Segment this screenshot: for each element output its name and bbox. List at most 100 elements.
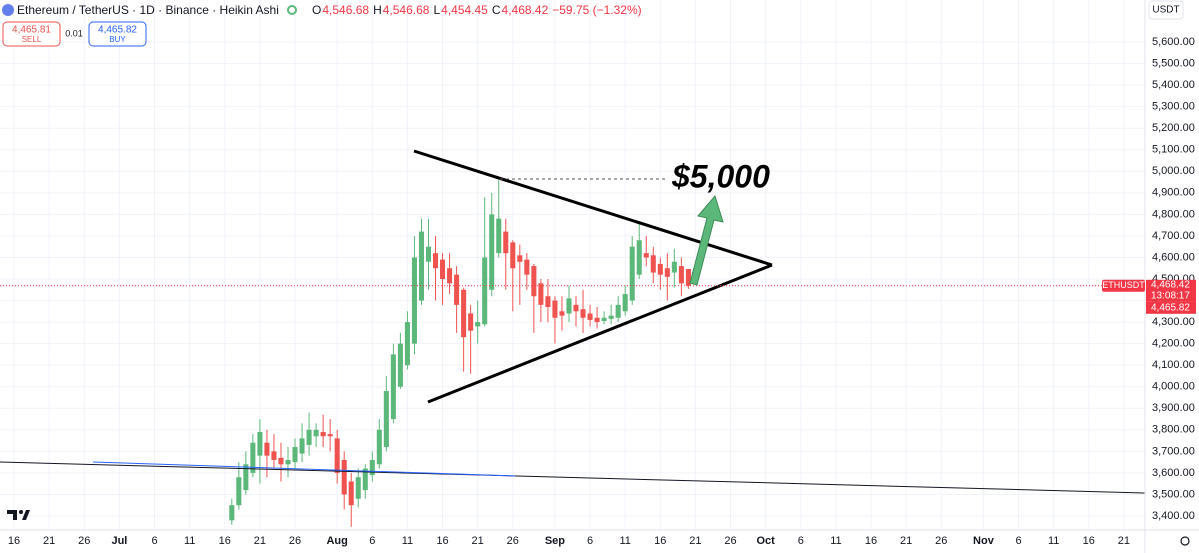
- candle-body: [671, 261, 677, 273]
- candles: [229, 179, 691, 527]
- candle-body: [397, 343, 403, 387]
- candle-body: [418, 231, 425, 301]
- x-tick-label: 11: [402, 535, 413, 547]
- candle-body: [664, 268, 670, 277]
- logo: [7, 510, 30, 520]
- candle-body: [411, 257, 417, 344]
- candle-body: [524, 259, 530, 275]
- candle-body: [355, 477, 361, 499]
- y-tick-label: 3,700.00: [1152, 445, 1195, 457]
- candle-body: [299, 438, 305, 454]
- candle-body: [482, 257, 488, 325]
- settings-button[interactable]: [1180, 536, 1190, 546]
- candle-body: [313, 429, 319, 437]
- x-tick-label: 6: [151, 535, 157, 547]
- candle-body: [432, 253, 439, 269]
- candle-body: [461, 289, 467, 338]
- x-tick-label: Oct: [757, 535, 776, 547]
- sell-button[interactable]: [2, 21, 61, 47]
- candle-body: [475, 322, 481, 327]
- x-tick-label: 16: [219, 535, 231, 547]
- candle-body: [320, 431, 326, 437]
- trend-line: [92, 461, 516, 477]
- candle-body: [257, 431, 263, 456]
- ohlc-label: H: [373, 3, 382, 17]
- candle-body: [552, 300, 558, 318]
- candle-body: [608, 315, 614, 319]
- x-tick-label: 16: [8, 535, 20, 547]
- ohlc-label: C: [492, 3, 501, 17]
- candle-body: [622, 294, 628, 312]
- candle-body: [404, 322, 410, 366]
- candle-body: [573, 304, 579, 312]
- candle-body: [264, 442, 270, 456]
- y-tick-label: 5,500.00: [1152, 57, 1195, 69]
- buy-button[interactable]: [88, 21, 147, 47]
- candle-body: [243, 464, 249, 491]
- candle-body: [327, 434, 333, 437]
- grid: [0, 0, 1145, 530]
- currency-button[interactable]: [1148, 0, 1184, 20]
- x-tick-label: 21: [254, 535, 266, 547]
- x-tick-label: Jul: [111, 535, 127, 547]
- x-tick-label: 16: [654, 535, 666, 547]
- arrow: [689, 194, 724, 286]
- y-tick-label: 3,600.00: [1152, 467, 1195, 479]
- candle-body: [454, 274, 460, 305]
- candle-body: [341, 459, 347, 495]
- ohlc-value: 4,468.42: [502, 3, 549, 17]
- logo-part: [19, 510, 23, 514]
- candle-body: [447, 268, 453, 284]
- spread: 0.01: [65, 28, 83, 38]
- candle-body: [517, 255, 523, 262]
- candle-body: [503, 231, 509, 254]
- ohlc-value: 4,546.68: [383, 3, 430, 17]
- candle-body: [271, 451, 277, 460]
- candle-body: [510, 242, 516, 269]
- x-tick-label: 26: [289, 535, 301, 547]
- candle-body: [531, 266, 537, 297]
- y-tick-label: 4,800.00: [1152, 208, 1195, 220]
- candle-body: [685, 268, 691, 286]
- candle-body: [376, 429, 382, 465]
- candle-body: [390, 354, 396, 420]
- x-tick-label: 21: [900, 535, 912, 547]
- candle-body: [362, 468, 368, 491]
- x-tick-label: Aug: [326, 535, 347, 547]
- candle-body: [334, 438, 340, 473]
- candle-body: [425, 246, 432, 262]
- logo-part: [7, 510, 17, 520]
- symbol-tag-label: ETHUSDT: [1102, 280, 1145, 290]
- sell-label: SELL: [22, 35, 42, 44]
- trade-buttons: 4,465.81 SELL 0.01 4,465.82 BUY: [2, 21, 147, 47]
- y-tick-label: 5,000.00: [1152, 165, 1195, 177]
- buy-price-tag-value: 4,465.82: [1151, 302, 1190, 313]
- candle-body: [468, 313, 474, 331]
- logo-part: [22, 510, 30, 520]
- x-tick-label: 26: [724, 535, 736, 547]
- x-tick-label: 26: [507, 535, 519, 547]
- x-tick-label: 11: [830, 535, 841, 547]
- candle-body: [580, 309, 586, 318]
- x-tick-label: 21: [472, 535, 484, 547]
- candle-body: [657, 263, 663, 275]
- price-tag: [1146, 279, 1196, 302]
- candle-body: [545, 296, 551, 308]
- price-tag-countdown: 13:08:17: [1151, 290, 1190, 301]
- trend-line: [0, 461, 1146, 494]
- ohlc-value: 4,546.68: [322, 3, 369, 17]
- candle-body: [278, 457, 284, 465]
- symbol-tag: [1102, 279, 1145, 292]
- market-status[interactable]: [287, 5, 297, 15]
- x-tick-label: 11: [619, 535, 630, 547]
- candle-body: [348, 481, 354, 506]
- candle-body: [636, 240, 642, 275]
- x-tick-label: Sep: [545, 535, 565, 547]
- candle-body: [538, 283, 544, 305]
- ohlc-value: 4,454.45: [441, 3, 488, 17]
- x-tick-label: 21: [1118, 535, 1130, 547]
- x-tick-label: 21: [689, 535, 701, 547]
- candle-body: [615, 304, 621, 318]
